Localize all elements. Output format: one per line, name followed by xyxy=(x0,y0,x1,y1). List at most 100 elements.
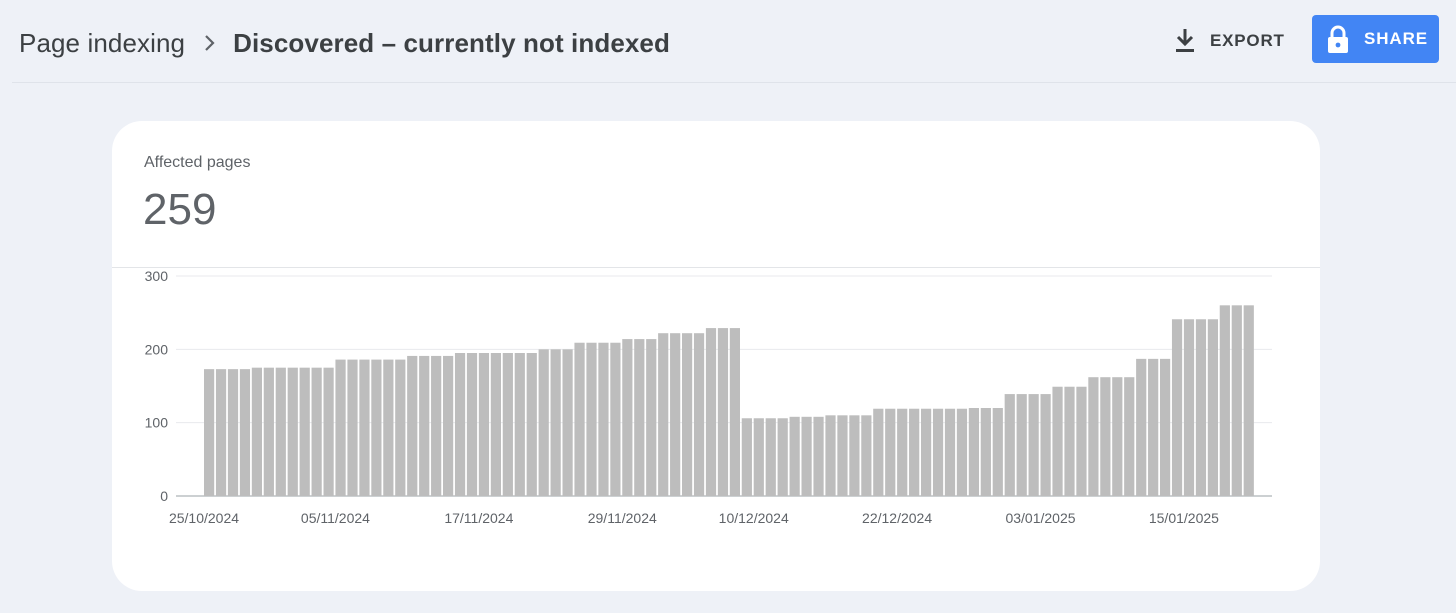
chart-bar[interactable] xyxy=(359,359,370,496)
chart-bar[interactable] xyxy=(239,369,251,496)
chart-bar[interactable] xyxy=(299,367,310,496)
chart-bar[interactable] xyxy=(502,353,513,496)
chart-bar[interactable] xyxy=(968,408,979,496)
chart-bar[interactable] xyxy=(215,369,227,496)
chart-bar[interactable] xyxy=(932,408,944,496)
chart-bar[interactable] xyxy=(275,367,286,496)
chart-bar[interactable] xyxy=(1171,319,1183,496)
chart-bar[interactable] xyxy=(526,353,537,496)
chart-bar[interactable] xyxy=(705,328,717,496)
chart-bar[interactable] xyxy=(717,328,729,496)
chart-bar[interactable] xyxy=(443,355,454,496)
chart-bar[interactable] xyxy=(693,333,705,496)
chart-bar[interactable] xyxy=(909,408,920,496)
export-button[interactable]: EXPORT xyxy=(1174,23,1298,59)
chart-bar[interactable] xyxy=(897,408,908,496)
chart-bar[interactable] xyxy=(287,367,298,496)
y-tick-label: 300 xyxy=(145,268,169,284)
chart-bar[interactable] xyxy=(789,416,800,496)
chart-bar[interactable] xyxy=(956,408,968,496)
header-divider xyxy=(12,82,1456,83)
x-tick-label: 17/11/2024 xyxy=(444,510,513,526)
chart-bar[interactable] xyxy=(1124,377,1135,496)
chart-bar[interactable] xyxy=(204,369,215,496)
chart-bar[interactable] xyxy=(478,353,490,496)
chart-bar[interactable] xyxy=(646,339,657,496)
chart-bar[interactable] xyxy=(514,353,525,496)
chart-bar[interactable] xyxy=(466,353,478,496)
chart-bar[interactable] xyxy=(1040,394,1051,496)
chart-bar[interactable] xyxy=(1100,377,1111,496)
metric-value: 259 xyxy=(143,185,217,234)
chart-bar[interactable] xyxy=(383,359,394,496)
chart-bar[interactable] xyxy=(1088,377,1099,496)
chart-bar[interactable] xyxy=(454,353,466,496)
share-button[interactable]: SHARE xyxy=(1312,15,1439,63)
chart-bar[interactable] xyxy=(1016,394,1027,496)
chart-bar[interactable] xyxy=(658,333,669,496)
chart-bar[interactable] xyxy=(873,408,884,496)
chart-bar[interactable] xyxy=(1231,305,1242,496)
chart-bar[interactable] xyxy=(825,415,836,496)
chart-bar[interactable] xyxy=(670,333,681,496)
chart-bar[interactable] xyxy=(634,339,645,496)
chart-bar[interactable] xyxy=(729,328,740,496)
breadcrumb-page-indexing-link[interactable]: Page indexing xyxy=(19,27,186,58)
chart-bar[interactable] xyxy=(227,369,239,496)
chart-bar[interactable] xyxy=(323,367,334,496)
chart-bar[interactable] xyxy=(431,355,442,496)
chart-bar[interactable] xyxy=(1028,394,1039,496)
chart-bar[interactable] xyxy=(849,415,860,496)
chart-bar[interactable] xyxy=(992,408,1003,496)
chart-bar[interactable] xyxy=(861,415,872,496)
chart-bar[interactable] xyxy=(1243,305,1254,496)
y-tick-label: 0 xyxy=(160,488,168,504)
x-tick-label: 05/11/2024 xyxy=(301,510,370,526)
chart-bar[interactable] xyxy=(921,408,932,496)
chart-bar[interactable] xyxy=(885,408,896,496)
chart-bar[interactable] xyxy=(550,349,561,496)
chart-bar[interactable] xyxy=(538,349,549,496)
chart-bar[interactable] xyxy=(347,359,358,496)
chart-bar[interactable] xyxy=(980,408,991,496)
chart-bar[interactable] xyxy=(813,416,824,496)
chart-bar[interactable] xyxy=(622,339,633,496)
chart-bar[interactable] xyxy=(490,353,501,496)
x-tick-label: 25/10/2024 xyxy=(169,510,239,526)
chart-bar[interactable] xyxy=(1052,386,1063,496)
chart-bar[interactable] xyxy=(395,359,406,496)
chart-bar[interactable] xyxy=(1160,358,1171,496)
chart-bar[interactable] xyxy=(682,333,693,496)
chart-bar[interactable] xyxy=(562,349,573,496)
chart-bar[interactable] xyxy=(586,342,597,496)
chart-bar[interactable] xyxy=(574,342,585,496)
chart-bar[interactable] xyxy=(335,359,346,496)
chart-bar[interactable] xyxy=(263,367,274,496)
chart-bar[interactable] xyxy=(1064,386,1075,496)
chart-bar[interactable] xyxy=(407,355,418,496)
chart-bar[interactable] xyxy=(765,418,776,496)
x-tick-label: 03/01/2025 xyxy=(1005,510,1075,526)
chart-bar[interactable] xyxy=(251,367,262,496)
chart-bar[interactable] xyxy=(837,415,848,496)
chart-bar[interactable] xyxy=(1195,319,1207,496)
chart-bar[interactable] xyxy=(1112,377,1123,496)
chart-bar[interactable] xyxy=(419,355,430,496)
chart-bar[interactable] xyxy=(1076,386,1087,496)
chart-bar[interactable] xyxy=(1148,358,1159,496)
chart-bar[interactable] xyxy=(801,416,812,496)
chart-bar[interactable] xyxy=(598,342,609,496)
chart-bar[interactable] xyxy=(777,418,788,496)
chart-bar[interactable] xyxy=(311,367,322,496)
chart-bar[interactable] xyxy=(610,342,621,496)
chart-bar[interactable] xyxy=(1183,319,1195,496)
card-divider xyxy=(112,267,1320,268)
chart-bar[interactable] xyxy=(944,408,956,496)
chart-bar[interactable] xyxy=(1004,394,1015,496)
chart-bar[interactable] xyxy=(371,359,382,496)
chart-bar[interactable] xyxy=(1207,319,1218,496)
chart-bar[interactable] xyxy=(753,418,764,496)
chart-bar[interactable] xyxy=(1136,358,1147,496)
chart-bar[interactable] xyxy=(741,418,752,496)
chart-bar[interactable] xyxy=(1219,305,1230,496)
